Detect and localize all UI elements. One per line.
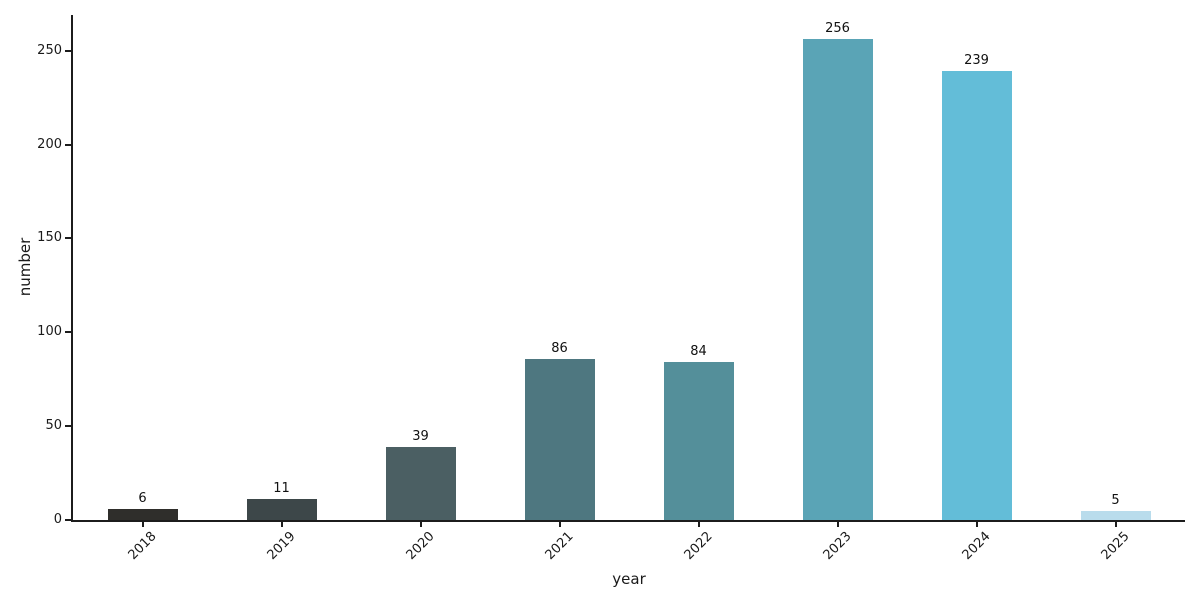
x-tick-label: 2024	[959, 529, 994, 564]
bar-value-label: 84	[690, 344, 707, 359]
x-tick	[1114, 522, 1117, 527]
y-tick	[65, 519, 71, 521]
bar-value-label: 5	[1111, 493, 1120, 508]
x-tick	[836, 522, 839, 527]
x-axis-label: year	[612, 570, 646, 588]
y-tick-label: 250	[37, 42, 62, 58]
bar-2023	[802, 39, 873, 520]
x-tick	[419, 522, 422, 527]
x-tick	[975, 522, 978, 527]
bar-2021	[524, 359, 595, 520]
bar-2018	[107, 509, 178, 520]
x-tick	[141, 522, 144, 527]
y-tick	[65, 143, 71, 146]
bar-2025	[1080, 511, 1151, 520]
x-tick-label: 2020	[403, 529, 438, 564]
x-tick-label: 2023	[820, 529, 855, 564]
x-tick-label: 2025	[1098, 529, 1133, 564]
bar-2019	[246, 499, 317, 520]
x-tick	[697, 522, 700, 527]
y-axis-spine	[71, 15, 73, 522]
y-tick-label: 100	[37, 324, 62, 340]
x-tick-label: 2018	[125, 529, 160, 564]
y-tick	[65, 237, 71, 240]
y-tick-label: 200	[37, 136, 62, 152]
x-tick-label: 2021	[542, 529, 577, 564]
x-tick	[558, 522, 561, 527]
y-tick	[65, 425, 71, 428]
bar-value-label: 86	[551, 341, 568, 356]
bar-value-label: 39	[412, 429, 429, 444]
bar-value-label: 6	[138, 491, 147, 506]
bar-2024	[941, 71, 1012, 520]
y-tick-label: 0	[53, 512, 62, 527]
bar-2022	[663, 362, 734, 520]
y-tick	[65, 49, 71, 52]
bar-2020	[385, 447, 456, 520]
x-tick-label: 2022	[681, 529, 716, 564]
bar-value-label: 256	[825, 21, 850, 36]
x-tick	[280, 522, 283, 527]
bar-value-label: 239	[964, 53, 989, 68]
y-tick-label: 150	[37, 230, 62, 246]
y-tick	[65, 331, 71, 334]
x-tick-label: 2019	[264, 529, 299, 564]
bar-value-label: 11	[273, 481, 290, 496]
x-axis-spine	[71, 520, 1185, 522]
y-tick-label: 50	[45, 418, 62, 434]
